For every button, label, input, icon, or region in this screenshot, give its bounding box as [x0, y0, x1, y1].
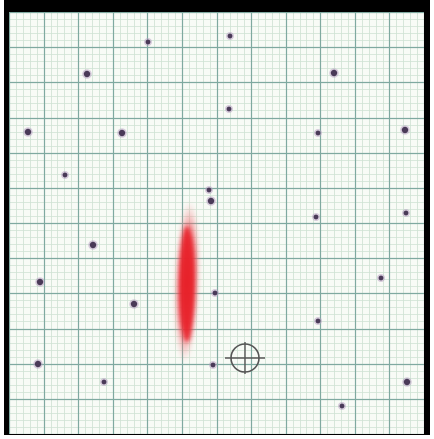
star-dot: [339, 403, 345, 409]
star-dot: [118, 129, 126, 137]
star-dot: [212, 290, 218, 296]
star-dot: [145, 39, 151, 45]
star-dot: [101, 379, 107, 385]
star-dot: [34, 360, 42, 368]
crosshair-reticle-icon[interactable]: [225, 342, 265, 374]
star-dot: [315, 318, 321, 324]
red-streak: [173, 200, 201, 364]
star-dot: [315, 130, 321, 136]
star-dot: [226, 106, 232, 112]
red-streak-core: [180, 226, 194, 342]
star-dot: [210, 362, 216, 368]
graph-paper-canvas[interactable]: [9, 12, 424, 434]
star-dot: [24, 128, 32, 136]
star-dot: [36, 278, 44, 286]
star-dot: [227, 33, 233, 39]
star-dot: [207, 197, 215, 205]
star-dot: [403, 378, 411, 386]
star-dot: [401, 126, 409, 134]
star-dot: [313, 214, 319, 220]
star-dot: [130, 300, 138, 308]
star-dot: [403, 210, 409, 216]
star-dot: [62, 172, 68, 178]
star-dot: [89, 241, 97, 249]
star-dots: [23, 32, 412, 410]
star-dot: [378, 275, 384, 281]
star-dot: [206, 187, 212, 193]
scene-svg[interactable]: [9, 12, 424, 434]
star-dot: [330, 69, 338, 77]
star-dot: [83, 70, 91, 78]
